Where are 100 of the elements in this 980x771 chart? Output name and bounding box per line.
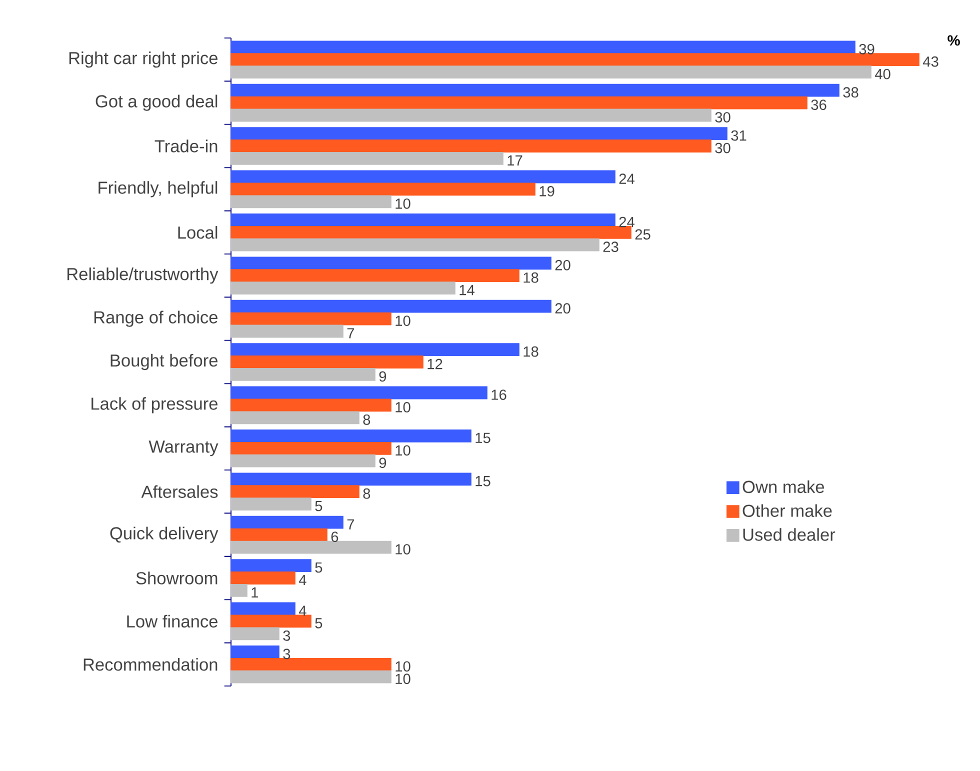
data-label: 24: [619, 174, 634, 184]
bar: [230, 84, 840, 97]
data-label: 12: [428, 358, 442, 370]
data-label: 43: [922, 56, 938, 67]
data-label: 6: [331, 532, 338, 542]
bar: [230, 269, 520, 282]
data-label: 38: [843, 87, 858, 98]
data-label: 30: [715, 112, 730, 122]
y-tick-label: Recommendation: [84, 658, 218, 671]
y-tick-label: Got a good deal: [96, 94, 218, 111]
data-label: 9: [379, 371, 386, 382]
y-tick-label: Showroom: [136, 572, 218, 584]
bar: [230, 430, 472, 442]
data-label: 18: [524, 272, 538, 283]
data-label: 4: [298, 606, 306, 616]
bar: [230, 96, 808, 110]
x-axis-title: %: [948, 35, 960, 46]
data-label: 10: [396, 445, 410, 456]
data-label: 8: [363, 414, 370, 425]
data-label: 31: [731, 130, 746, 141]
data-label: 23: [603, 242, 618, 252]
bar: [230, 343, 520, 356]
bar: [230, 66, 872, 78]
legend-label: Own make: [742, 480, 824, 494]
data-label: 7: [347, 328, 354, 338]
data-label: 20: [555, 303, 570, 314]
bar: [230, 40, 856, 54]
legend-label: Other make: [742, 504, 832, 517]
y-tick-label: Friendly, helpful: [98, 181, 218, 198]
bar: [230, 627, 280, 640]
bar: [230, 602, 296, 616]
bar: [230, 53, 920, 66]
bar: [230, 127, 728, 140]
bar: [230, 472, 472, 486]
bar: [230, 670, 392, 684]
data-label: 1: [252, 587, 258, 598]
data-label: 25: [635, 229, 650, 240]
y-tick-label: Warranty: [148, 440, 218, 456]
y-tick-label: Local: [178, 226, 218, 239]
bar: [230, 312, 392, 326]
y-tick-label: Low finance: [127, 614, 218, 628]
bar: [230, 454, 376, 468]
bar: [230, 572, 296, 584]
data-label: 10: [396, 198, 410, 209]
data-label: 4: [298, 574, 306, 586]
y-tick-label: Aftersales: [141, 485, 218, 498]
data-label: 10: [396, 402, 410, 412]
data-label: 7: [347, 519, 354, 530]
data-label: 18: [524, 346, 538, 357]
bar: [230, 282, 456, 295]
data-label: 17: [508, 155, 522, 166]
data-label: 5: [315, 562, 322, 573]
data-label: 10: [396, 674, 410, 684]
data-label: 5: [315, 500, 322, 512]
bar: [230, 646, 280, 658]
data-label: 14: [460, 285, 474, 296]
data-label: 8: [363, 488, 370, 499]
data-label: 5: [315, 618, 322, 628]
data-label: 30: [715, 142, 730, 154]
legend-label: Used dealer: [743, 528, 836, 541]
y-tick-label: Trade-in: [154, 140, 218, 152]
data-label: 15: [476, 476, 490, 486]
bar: [230, 170, 616, 184]
bar: [230, 356, 424, 368]
data-label: 40: [874, 68, 890, 80]
y-tick-label: Lack of pressure: [92, 397, 218, 414]
y-tick-label: Range of choice: [94, 310, 218, 327]
bar: [230, 182, 536, 196]
data-label: 10: [396, 544, 410, 554]
data-label: 24: [619, 216, 634, 228]
bar: [230, 238, 600, 252]
bar: [230, 256, 552, 270]
bar: [230, 540, 392, 554]
data-label: 3: [283, 648, 290, 660]
data-label: 36: [811, 100, 826, 110]
bar: [230, 324, 344, 338]
bar: [230, 584, 248, 597]
data-label: 19: [540, 186, 554, 196]
bar: [230, 140, 712, 152]
bar: [230, 368, 376, 381]
bar: [230, 226, 632, 239]
bar: [230, 516, 344, 529]
bar: [230, 300, 552, 313]
data-label: 16: [492, 390, 506, 400]
bar: [230, 411, 360, 424]
y-tick-label: Bought before: [110, 354, 218, 370]
bar: [230, 386, 488, 400]
bar: [230, 214, 616, 226]
data-label: 39: [859, 44, 874, 54]
bar: [230, 614, 312, 628]
y-tick-label: Reliable/trustworthy: [68, 268, 218, 284]
data-label: 15: [476, 432, 490, 444]
data-label: 20: [555, 260, 570, 270]
y-tick-label: Quick delivery: [110, 526, 218, 543]
data-label: 3: [283, 630, 290, 641]
bar: [230, 498, 312, 511]
bar: [230, 528, 328, 542]
bar: [230, 398, 392, 412]
bar: [230, 485, 360, 498]
bar: [230, 559, 312, 572]
